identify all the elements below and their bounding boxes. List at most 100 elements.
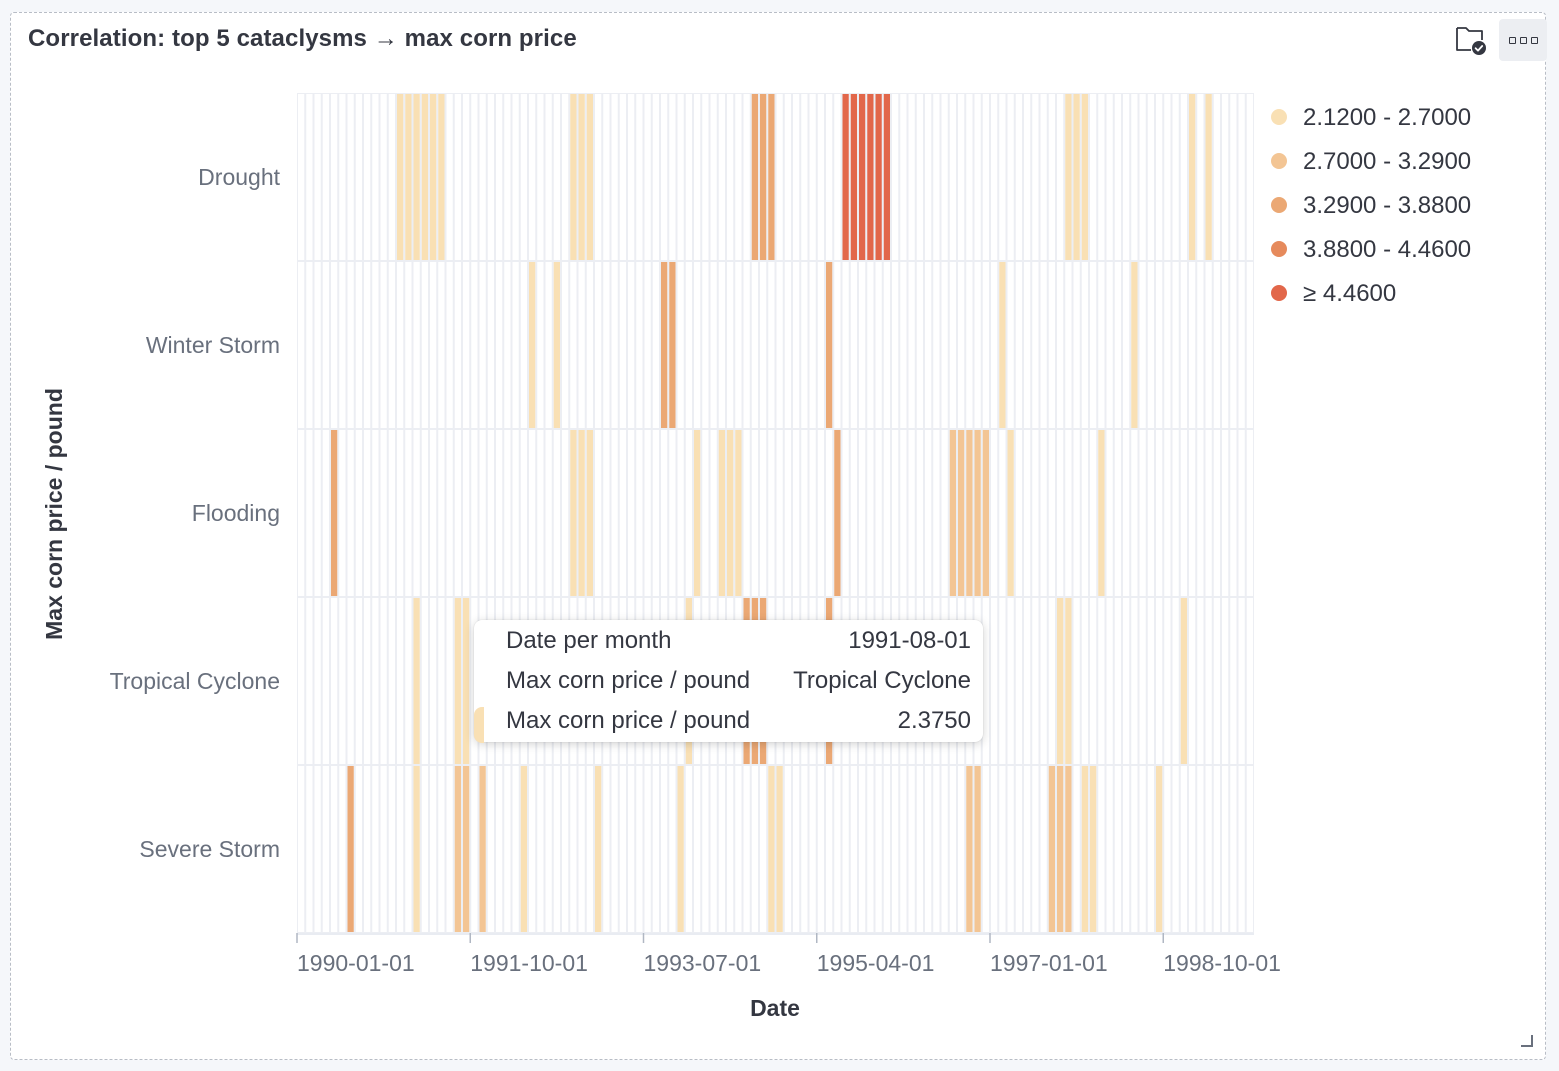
- heatmap-cell: [842, 94, 849, 260]
- empty-cell: [364, 94, 371, 260]
- empty-cell: [1032, 766, 1039, 932]
- empty-cell: [421, 430, 428, 596]
- empty-cell: [1222, 262, 1229, 428]
- heatmap-cell: [430, 94, 437, 260]
- heatmap-cell: [454, 598, 461, 764]
- empty-cell: [1189, 262, 1196, 428]
- tooltip-value: Tropical Cyclone: [793, 667, 971, 694]
- empty-cell: [446, 262, 453, 428]
- empty-cell: [446, 430, 453, 596]
- empty-cell: [1246, 766, 1253, 932]
- empty-cell: [1164, 94, 1171, 260]
- empty-cell: [982, 94, 989, 260]
- empty-cell: [1230, 598, 1237, 764]
- empty-cell: [694, 94, 701, 260]
- empty-cell: [479, 430, 486, 596]
- empty-cell: [685, 430, 692, 596]
- heatmap-cell: [463, 598, 470, 764]
- heatmap-cell: [1065, 94, 1072, 260]
- heatmap-cell: [463, 766, 470, 932]
- empty-cell: [916, 766, 923, 932]
- empty-cell: [1065, 262, 1072, 428]
- empty-cell: [892, 430, 899, 596]
- empty-cell: [991, 262, 998, 428]
- heatmap-cell: [850, 94, 857, 260]
- heatmap-cell: [1065, 766, 1072, 932]
- tooltip-value: 1991-08-01: [848, 627, 971, 654]
- empty-cell: [1230, 262, 1237, 428]
- empty-cell: [826, 94, 833, 260]
- empty-cell: [1246, 598, 1253, 764]
- empty-cell: [512, 430, 519, 596]
- heatmap-cell: [966, 430, 973, 596]
- empty-cell: [999, 598, 1006, 764]
- empty-cell: [603, 94, 610, 260]
- empty-cell: [1230, 430, 1237, 596]
- empty-cell: [1032, 430, 1039, 596]
- empty-cell: [801, 430, 808, 596]
- empty-cell: [982, 598, 989, 764]
- empty-cell: [1197, 430, 1204, 596]
- legend: 2.1200 - 2.7000 2.7000 - 3.2900 3.2900 - 3…: [1271, 104, 1471, 307]
- empty-cell: [859, 430, 866, 596]
- empty-cell: [644, 262, 651, 428]
- heatmap-cell: [974, 766, 981, 932]
- empty-cell: [562, 94, 569, 260]
- empty-cell: [306, 598, 313, 764]
- inspect-button[interactable]: [1447, 19, 1495, 61]
- empty-cell: [636, 94, 643, 260]
- empty-cell: [463, 94, 470, 260]
- empty-cell: [1156, 262, 1163, 428]
- empty-cell: [487, 430, 494, 596]
- empty-cell: [562, 262, 569, 428]
- heatmap-cell: [331, 430, 338, 596]
- empty-cell: [859, 262, 866, 428]
- empty-cell: [1172, 598, 1179, 764]
- empty-cell: [982, 262, 989, 428]
- empty-cell: [430, 430, 437, 596]
- empty-cell: [842, 766, 849, 932]
- empty-cell: [1189, 766, 1196, 932]
- empty-cell: [1024, 430, 1031, 596]
- empty-cell: [1246, 94, 1253, 260]
- heatmap-cell: [661, 262, 668, 428]
- empty-cell: [421, 262, 428, 428]
- empty-cell: [1114, 94, 1121, 260]
- empty-cell: [380, 430, 387, 596]
- heatmap-cell: [413, 766, 420, 932]
- heatmap-cell: [751, 94, 758, 260]
- empty-cell: [702, 94, 709, 260]
- empty-cell: [916, 94, 923, 260]
- empty-cell: [1065, 430, 1072, 596]
- panel-options-button[interactable]: [1499, 19, 1547, 61]
- empty-cell: [875, 262, 882, 428]
- empty-cell: [537, 430, 544, 596]
- empty-cell: [388, 766, 395, 932]
- empty-cell: [1057, 94, 1064, 260]
- empty-cell: [405, 598, 412, 764]
- empty-cell: [496, 94, 503, 260]
- resize-handle[interactable]: [1521, 1035, 1533, 1047]
- empty-cell: [1156, 598, 1163, 764]
- empty-cell: [611, 262, 618, 428]
- heatmap-cell: [982, 430, 989, 596]
- empty-cell: [380, 94, 387, 260]
- empty-cell: [372, 262, 379, 428]
- empty-cell: [322, 262, 329, 428]
- empty-cell: [834, 94, 841, 260]
- empty-cell: [454, 94, 461, 260]
- empty-cell: [908, 94, 915, 260]
- empty-cell: [908, 262, 915, 428]
- empty-cell: [603, 430, 610, 596]
- empty-cell: [578, 262, 585, 428]
- empty-cell: [570, 766, 577, 932]
- empty-cell: [430, 598, 437, 764]
- empty-cell: [776, 262, 783, 428]
- empty-cell: [793, 766, 800, 932]
- heatmap-cell: [875, 94, 882, 260]
- empty-cell: [834, 262, 841, 428]
- empty-cell: [974, 262, 981, 428]
- heatmap-cell: [438, 94, 445, 260]
- empty-cell: [1057, 430, 1064, 596]
- heatmap-cell: [669, 262, 676, 428]
